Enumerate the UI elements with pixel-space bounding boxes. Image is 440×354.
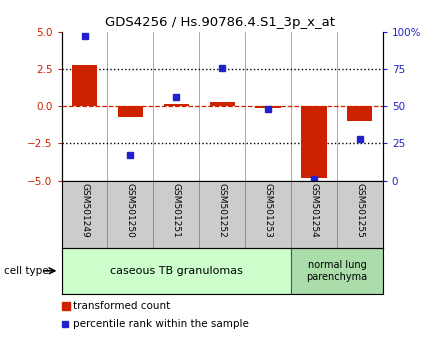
Text: cell type: cell type (4, 266, 49, 276)
Text: GSM501254: GSM501254 (309, 183, 319, 237)
Text: GSM501253: GSM501253 (264, 183, 273, 238)
Bar (62, 248, 291, 294)
Text: GSM501255: GSM501255 (356, 183, 364, 238)
Bar (291, 181, 337, 248)
Bar (107, 181, 154, 248)
Text: GDS4256 / Hs.90786.4.S1_3p_x_at: GDS4256 / Hs.90786.4.S1_3p_x_at (105, 16, 335, 29)
Bar (72, 64, 97, 106)
Bar (118, 106, 143, 118)
Bar (245, 181, 291, 248)
Bar (256, 106, 281, 108)
Bar (209, 102, 235, 106)
Bar (62, 321, 68, 327)
Text: caseous TB granulomas: caseous TB granulomas (110, 266, 243, 276)
Bar (301, 106, 326, 178)
Bar (62, 302, 70, 310)
Text: percentile rank within the sample: percentile rank within the sample (73, 319, 249, 329)
Bar (291, 248, 383, 294)
Text: GSM501252: GSM501252 (218, 183, 227, 237)
Bar (337, 181, 383, 248)
Text: GSM501249: GSM501249 (80, 183, 89, 237)
Text: GSM501251: GSM501251 (172, 183, 181, 238)
Bar (62, 181, 107, 248)
Bar (199, 181, 245, 248)
Text: GSM501250: GSM501250 (126, 183, 135, 238)
Text: normal lung
parenchyma: normal lung parenchyma (306, 260, 367, 282)
Bar (154, 181, 199, 248)
Text: transformed count: transformed count (73, 301, 170, 311)
Bar (347, 106, 373, 121)
Bar (164, 104, 189, 106)
